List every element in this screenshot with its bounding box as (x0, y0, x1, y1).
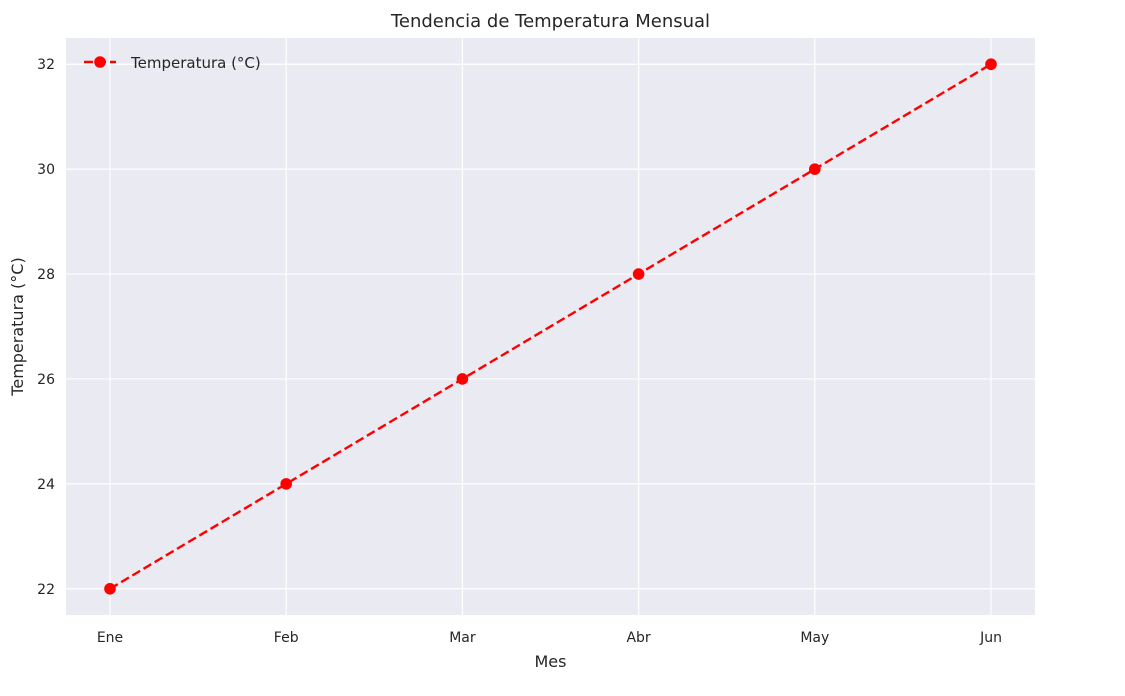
x-tick-label: May (800, 630, 829, 646)
data-point (280, 478, 293, 490)
x-tick-label: Mar (449, 630, 476, 646)
y-axis-label: Temperatura (°C) (8, 257, 27, 396)
data-point (985, 58, 997, 71)
x-tick-label: Jun (979, 630, 1002, 646)
y-tick-label: 32 (37, 57, 55, 73)
series-line (109, 63, 992, 590)
y-tick-label: 28 (37, 267, 55, 283)
grid (66, 38, 1035, 615)
x-axis-label: Mes (535, 652, 567, 671)
series-layer (104, 58, 997, 595)
tick-labels: Ene Feb Mar Abr May Jun 22 24 26 28 30 32 (37, 57, 1002, 646)
x-tick-label: Ene (97, 630, 123, 646)
chart-title: Tendencia de Temperatura Mensual (390, 11, 710, 32)
data-point (456, 373, 469, 385)
x-tick-label: Abr (626, 630, 650, 646)
data-point (809, 163, 821, 175)
data-point (104, 582, 116, 595)
y-tick-label: 24 (37, 477, 55, 493)
legend-label: Temperatura (°C) (130, 54, 261, 72)
legend-marker (94, 56, 106, 68)
y-tick-label: 26 (37, 372, 55, 388)
data-point (632, 268, 645, 280)
y-tick-label: 22 (37, 582, 55, 598)
x-tick-label: Feb (274, 630, 299, 646)
legend: Temperatura (°C) (84, 54, 261, 72)
y-tick-label: 30 (37, 162, 55, 178)
